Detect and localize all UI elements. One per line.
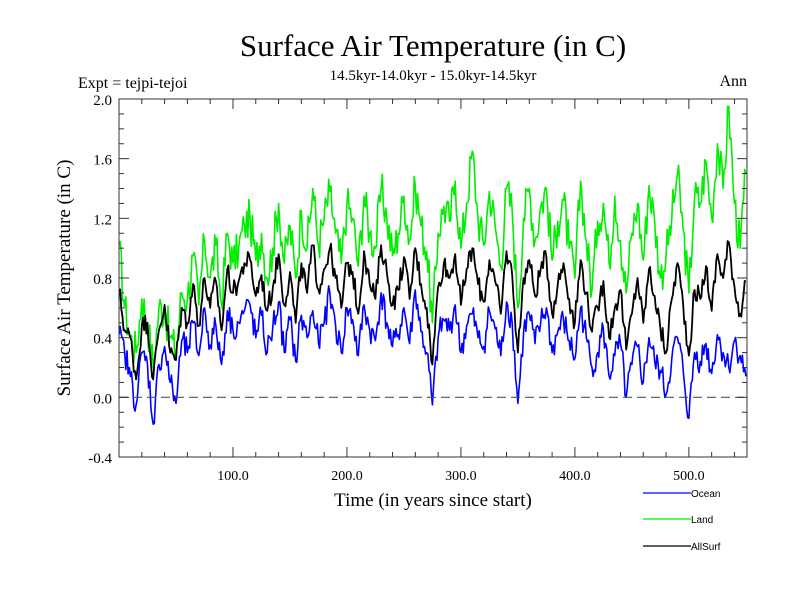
y-axis-label: Surface Air Temperature (in C) [54, 160, 75, 397]
y-tick-label: 0.0 [93, 391, 112, 407]
season-label: Ann [719, 73, 747, 90]
y-tick-label: 0.8 [93, 272, 112, 288]
legend-label-allsurf: AllSurf [691, 542, 721, 553]
legend-label-ocean: Ocean [691, 489, 720, 500]
x-tick-label: 500.0 [673, 469, 705, 484]
series-layer [119, 105, 747, 426]
ticks-layer: 100.0 200.0 300.0 400.0 500.0 -0.4 0.0 0.4 0.8 1.… [88, 93, 747, 484]
y-tick-label: 0.4 [93, 332, 112, 348]
x-axis-label: Time (in years since start) [334, 490, 532, 511]
chart-title: Surface Air Temperature (in C) [240, 28, 626, 63]
y-tick-label: 1.2 [93, 212, 112, 228]
x-tick-label: 100.0 [217, 469, 249, 484]
y-tick-label: -0.4 [88, 451, 112, 467]
series-line-allsurf [119, 240, 746, 381]
chart-subtitle: 14.5kyr-14.0kyr - 15.0kyr-14.5kyr [330, 68, 537, 84]
y-tick-label: 1.6 [93, 153, 112, 169]
x-tick-label: 400.0 [559, 469, 591, 484]
x-tick-label: 300.0 [445, 469, 477, 484]
x-tick-label: 200.0 [331, 469, 363, 484]
legend-label-land: Land [691, 515, 713, 526]
experiment-label: Expt = tejpi-tejoi [78, 75, 188, 92]
series-line-land [119, 105, 747, 369]
y-tick-label: 2.0 [93, 93, 112, 109]
series-line-ocean [119, 285, 747, 426]
legend: Ocean Land AllSurf [643, 489, 721, 553]
